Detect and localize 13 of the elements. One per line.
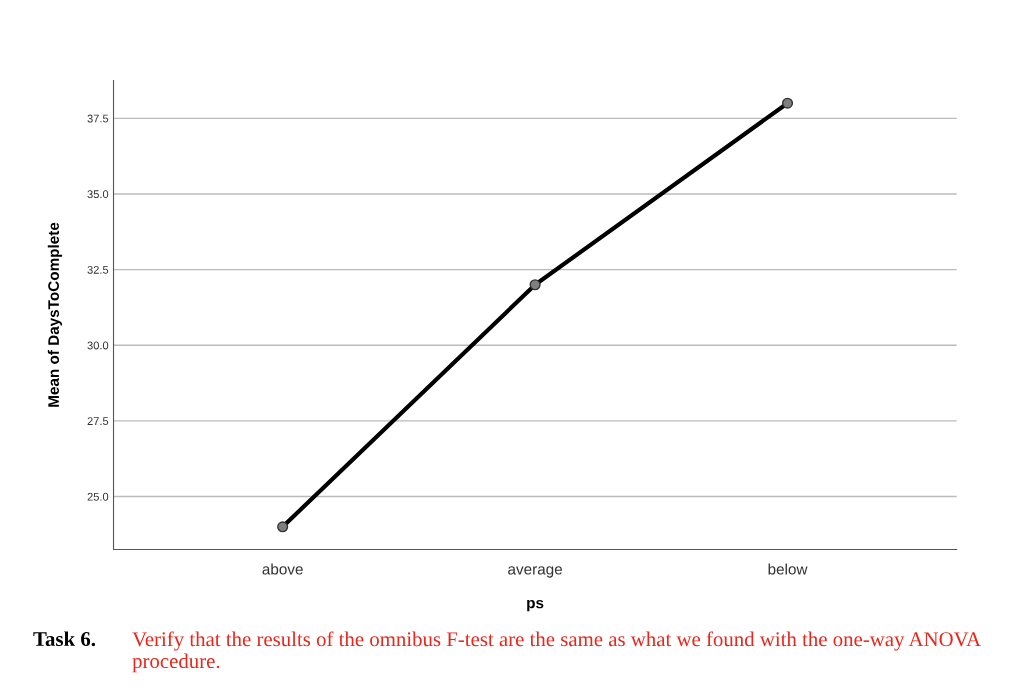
text: Verify that the results of the omnibus F-test are the same as what we found with the one-way ANOVA procedure. (132, 631, 981, 673)
y-axis-title: Mean of DaysToComplete (47, 222, 63, 407)
x-tick-label: below (768, 563, 808, 575)
x-tick-label: above (262, 563, 303, 575)
x-tick-label: average (508, 566, 563, 578)
y-tick-label: 35.0 (87, 190, 109, 199)
y-tick-label: 25.0 (87, 492, 109, 501)
text: Task 6. (33, 631, 96, 647)
y-tick-label: 30.0 (87, 341, 109, 350)
y-tick-label: 32.5 (87, 265, 109, 274)
x-axis-title: ps (527, 599, 544, 612)
y-tick-label: 27.5 (87, 417, 109, 426)
y-tick-label: 37.5 (87, 114, 109, 123)
